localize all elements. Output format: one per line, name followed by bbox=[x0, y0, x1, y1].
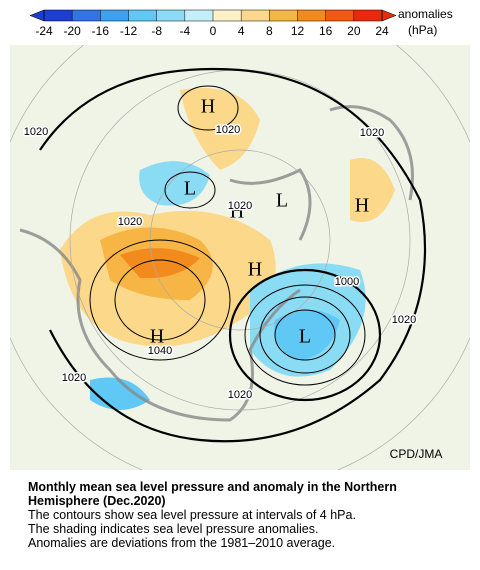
pressure-center: L bbox=[276, 190, 288, 212]
contour-label: 1020 bbox=[392, 314, 416, 326]
contour-label: 1020 bbox=[360, 127, 384, 139]
colorbar-swatch bbox=[44, 10, 73, 21]
pressure-center: H bbox=[248, 259, 262, 281]
pressure-center: L bbox=[299, 326, 311, 348]
colorbar-swatch bbox=[297, 10, 326, 21]
caption-title: Monthly mean sea level pressure and anom… bbox=[28, 480, 397, 508]
colorbar-tick-label: 8 bbox=[266, 24, 273, 38]
colorbar-swatch bbox=[156, 10, 185, 21]
colorbar-label: anomalies bbox=[398, 7, 453, 21]
colorbar-tick-label: -24 bbox=[35, 24, 53, 38]
pressure-center: H bbox=[355, 195, 369, 217]
colorbar-tick-label: -20 bbox=[63, 24, 81, 38]
pressure-center: H bbox=[201, 96, 215, 118]
colorbar-tick-label: 12 bbox=[291, 24, 305, 38]
colorbar-swatch bbox=[72, 10, 101, 21]
colorbar-tick-label: -12 bbox=[120, 24, 138, 38]
pressure-center: L bbox=[184, 178, 196, 200]
contour-label: 1020 bbox=[228, 389, 252, 401]
colorbar-tick-label: 4 bbox=[238, 24, 245, 38]
contour-label: 1020 bbox=[216, 124, 240, 136]
colorbar-swatch bbox=[325, 10, 354, 21]
colorbar-swatch bbox=[184, 10, 213, 21]
contour-label: 1020 bbox=[118, 216, 142, 228]
colorbar-unit: (hPa) bbox=[408, 23, 437, 37]
contour-label: 1020 bbox=[62, 372, 86, 384]
colorbar-swatch bbox=[128, 10, 157, 21]
pressure-center: H bbox=[230, 201, 244, 223]
colorbar: -24 -20 -16 -12 -8 -4 0 4 8 12 16 20 24 bbox=[29, 9, 397, 38]
contour-label: 1020 bbox=[228, 200, 252, 212]
colorbar-swatch bbox=[213, 10, 242, 21]
contour-label: 1020 bbox=[24, 126, 48, 138]
colorbar-swatch bbox=[100, 10, 129, 21]
pressure-center: H bbox=[150, 326, 164, 348]
contour-label: 1040 bbox=[148, 345, 172, 357]
colorbar-tick-label: 16 bbox=[319, 24, 333, 38]
colorbar-swatch bbox=[269, 10, 298, 21]
colorbar-tick-label: 0 bbox=[210, 24, 217, 38]
contour-label: 1000 bbox=[335, 276, 359, 288]
colorbar-tick-label: 20 bbox=[347, 24, 361, 38]
colorbar-swatch bbox=[353, 10, 382, 21]
colorbar-tick-label: -8 bbox=[151, 24, 162, 38]
colorbar-swatch bbox=[241, 10, 270, 21]
map bbox=[10, 45, 470, 470]
caption-line: Anomalies are deviations from the 1981–2… bbox=[28, 536, 336, 550]
colorbar-tick-label: -16 bbox=[92, 24, 110, 38]
colorbar-tick-label: 24 bbox=[375, 24, 389, 38]
colorbar-tick-label: -4 bbox=[179, 24, 190, 38]
colorbar-swatch bbox=[381, 9, 397, 22]
figure: -24 -20 -16 -12 -8 -4 0 4 8 12 16 20 24 anomalies (h… bbox=[10, 7, 470, 470]
colorbar-swatch bbox=[29, 9, 45, 22]
credit: CPD/JMA bbox=[390, 447, 443, 461]
caption-line: The shading indicates sea level pressure… bbox=[28, 522, 319, 536]
caption-line: The contours show sea level pressure at … bbox=[28, 508, 356, 522]
